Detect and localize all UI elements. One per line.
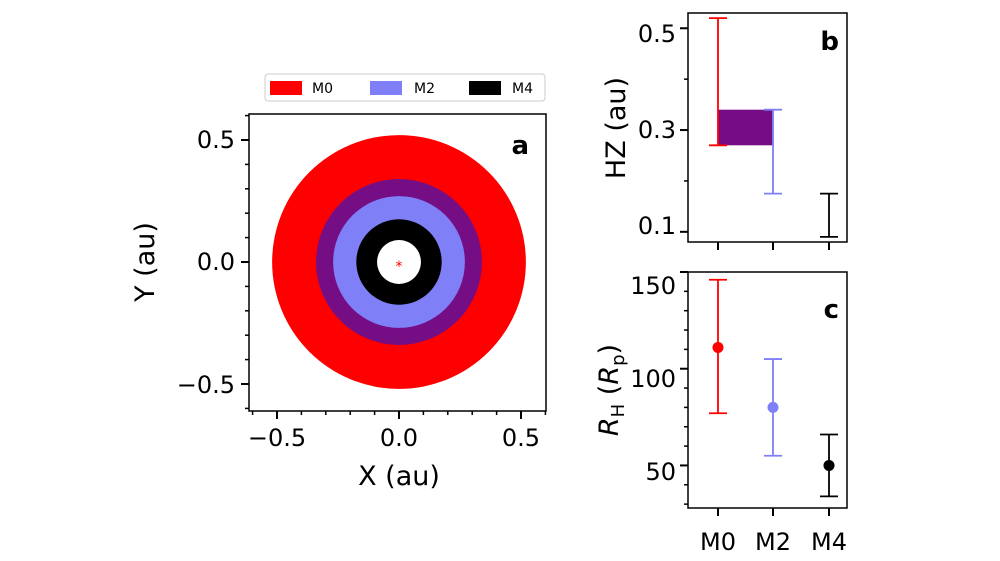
legend: M0 M2 M4	[264, 73, 546, 102]
c-ylabel-unit-sub: p	[608, 354, 629, 365]
a-xtick-label: −0.5	[248, 424, 306, 452]
c-ylabel-unit: R	[594, 366, 625, 385]
b-ytick-label: 0.3	[638, 116, 676, 144]
c-ylabel-open: (	[594, 385, 625, 404]
legend-swatch-m4	[469, 81, 501, 95]
panel-b: 0.5 0.3 0.1 HZ (au) b	[601, 12, 848, 250]
annulus-inner-hole	[377, 240, 421, 284]
star-marker: *	[396, 259, 403, 275]
legend-label-m4: M4	[512, 81, 533, 97]
b-ytick-label: 0.1	[638, 212, 676, 240]
legend-label-m0: M0	[312, 81, 333, 97]
panel-a-rings	[272, 135, 526, 389]
c-ytick-label: 150	[630, 272, 676, 300]
legend-label-m2: M2	[414, 81, 435, 97]
a-ytick-label: 0.0	[197, 248, 235, 276]
c-ylabel-close: )	[594, 344, 625, 355]
rh-point-m0	[712, 341, 724, 353]
panel-a-letter: a	[511, 131, 529, 161]
a-xtick-label: 0.0	[380, 424, 418, 452]
c-ytick-label: 100	[630, 365, 676, 393]
c-ylabel: RH (Rp)	[594, 344, 629, 436]
panel-c-frame	[687, 271, 848, 509]
b-ylabel: HZ (au)	[601, 77, 632, 179]
a-ylabel: Y (au)	[130, 222, 161, 303]
legend-swatch-m2	[370, 81, 402, 95]
panel-c-marks	[680, 271, 838, 516]
a-ytick-label: 0.5	[197, 126, 235, 154]
xtick-label-m0: M0	[700, 528, 736, 556]
a-xtick-label: 0.5	[502, 424, 540, 452]
b-ytick-label: 0.5	[638, 20, 676, 48]
c-ylabel-sub: H	[608, 404, 629, 418]
legend-swatch-m0	[270, 81, 302, 95]
rh-point-m2	[767, 401, 779, 413]
rh-point-m4	[823, 459, 835, 471]
a-xlabel: X (au)	[358, 461, 440, 492]
c-ylabel-main: R	[594, 417, 625, 436]
panel-c-letter: c	[824, 295, 839, 325]
panel-b-marks	[680, 17, 838, 250]
hz-overlap-bar	[718, 109, 773, 146]
xtick-label-m2: M2	[755, 528, 791, 556]
panel-a-ticks	[241, 114, 547, 419]
c-ytick-label: 50	[645, 458, 676, 486]
panel-b-letter: b	[820, 27, 839, 57]
xtick-label-m4: M4	[811, 528, 847, 556]
panel-c: 150 100 50 RH (Rp) c M0 M2 M4	[594, 271, 848, 556]
a-ytick-label: −0.5	[177, 371, 235, 399]
panel-a: * −0.5 0.0 0.5 0.5 0.0 −0.5 X (au) Y (au…	[130, 73, 547, 492]
